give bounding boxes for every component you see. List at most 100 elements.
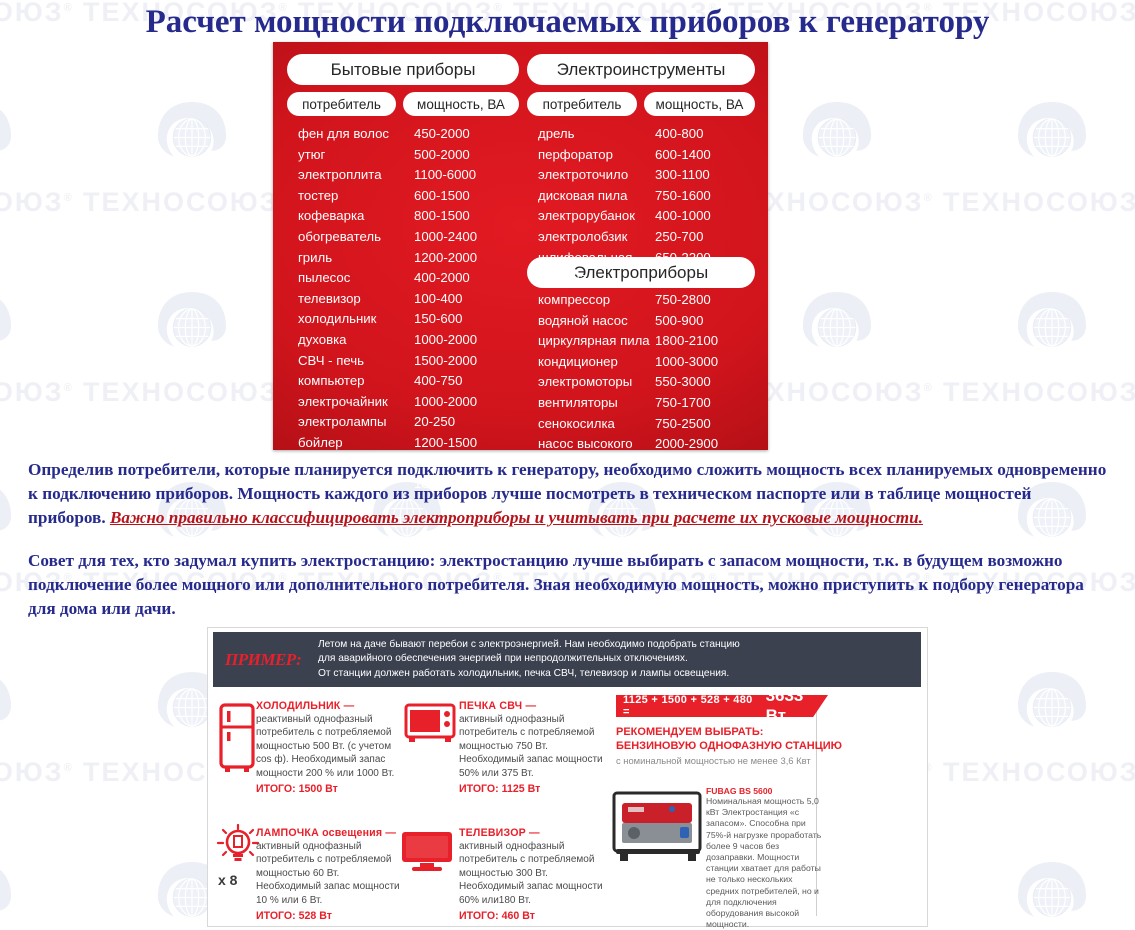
table-row-name: утюг <box>298 146 326 162</box>
table-row-name: телевизор <box>298 290 361 306</box>
table-row-name: холодильник <box>298 311 377 327</box>
table-row-power: 150-600 <box>414 311 463 327</box>
paragraph-2: Совет для тех, кто задумал купить электр… <box>28 551 1084 618</box>
table-row-name: электрочайник <box>298 393 388 409</box>
recommend-line-3: с номинальной мощностью не менее 3,6 Квт <box>616 755 811 766</box>
recommend-line-2: БЕНЗИНОВУЮ ОДНОФАЗНУЮ СТАНЦИЮ <box>616 740 843 752</box>
example-item-refrigerator: ХОЛОДИЛЬНИК — реактивный однофазный потр… <box>256 700 396 795</box>
table-header-household: Бытовые приборы <box>287 54 519 85</box>
table-row-name: вентиляторы <box>538 394 618 410</box>
item-total: ИТОГО: 528 Вт <box>256 910 332 923</box>
item-body: активный однофазный потребитель с потреб… <box>459 714 603 779</box>
table-row-power: 250-700 <box>655 228 704 244</box>
item-total: ИТОГО: 460 Вт <box>459 910 535 923</box>
table-row-power: 750-2500 <box>655 415 711 431</box>
table-row-power: 300-1100 <box>655 167 710 183</box>
table-row-power: 600-1500 <box>414 187 470 203</box>
table-row-name: стиральная машина <box>298 476 369 512</box>
item-title: ЛАМПОЧКА освещения — <box>256 827 397 839</box>
item-body: реактивный однофазный потребитель с потр… <box>256 714 395 779</box>
table-header-power-tools: Электроинструменты <box>527 54 755 85</box>
table-row-name: перфоратор <box>538 146 613 162</box>
tools-power-column: 400-800 600-1400 300-1100 750-1600 400-1000 2… <box>655 124 765 268</box>
table-header-electric-appliances: Электроприборы <box>527 257 755 288</box>
table-row-power: 650-2200 <box>655 249 711 265</box>
table-row-name: духовка <box>298 331 347 347</box>
table-row-power: 1500-2000 <box>414 352 478 368</box>
summary-result: 3633 Вт <box>765 686 804 725</box>
table-row-power: 400-1000 <box>655 208 711 224</box>
table-row-name: гриль <box>298 249 333 265</box>
table-row-name: обогреватель <box>298 228 381 244</box>
table-row-name: кофеварка <box>298 208 365 224</box>
table-row-power: 20-250 <box>414 414 456 430</box>
table-row-name: насос высокого давления <box>538 436 633 472</box>
example-item-television: ТЕЛЕВИЗОР — активный однофазный потребит… <box>459 827 605 922</box>
table-row-power: 400-750 <box>414 373 463 389</box>
example-header: ПРИМЕР: Летом на даче бывают перебои с э… <box>213 632 921 687</box>
power-table: Бытовые приборы Электроинструменты потре… <box>273 42 768 512</box>
table-row-name: электролобзик <box>538 228 628 244</box>
table-row-power: 550-3000 <box>655 374 711 390</box>
table-row-name: СВЧ - печь <box>298 352 365 368</box>
table-row-power: 450-2000 <box>414 126 470 141</box>
television-icon <box>400 830 454 874</box>
summary-banner: 1125 + 1500 + 528 + 480 = 3633 Вт <box>616 695 828 717</box>
item-total: ИТОГО: 1500 Вт <box>256 783 338 796</box>
table-row-power: 1000-2000 <box>414 393 478 409</box>
item-title: ТЕЛЕВИЗОР — <box>459 827 540 839</box>
paragraph-1-text: Определив потребители, которые планирует… <box>28 460 1107 527</box>
table-row-name: миксер <box>298 455 342 471</box>
refrigerator-icon <box>218 703 256 775</box>
tools-consumer-column: дрель перфоратор электроточило дисковая пил… <box>538 124 666 289</box>
example-item-lightbulb: ЛАМПОЧКА освещения — активный однофазный… <box>256 827 402 922</box>
table-row-power: 750-2800 <box>655 292 711 307</box>
item-title: ХОЛОДИЛЬНИК — <box>256 700 355 712</box>
table-row-power: 2000-2900 <box>655 436 719 452</box>
table-row-name: шлифовальная машина <box>538 249 633 286</box>
example-label: ПРИМЕР: <box>225 649 302 669</box>
appliances-consumer-column: компрессор водяной насос циркулярная пила к… <box>538 290 666 475</box>
table-row-name: тостер <box>298 187 339 203</box>
table-row-name: электроплита <box>298 167 382 183</box>
lightbulb-icon <box>216 824 260 870</box>
col-header-household-consumer: потребитель <box>287 92 396 116</box>
page-title: Расчет мощности подключаемых приборов к … <box>145 4 990 40</box>
table-row-power: 1200-1500 <box>414 434 478 450</box>
table-row-name: электролампы <box>298 414 387 430</box>
table-row-power: 1100-6000 <box>414 167 477 183</box>
table-row-name: электроточило <box>538 167 629 183</box>
paragraph-1: Определив потребители, которые планирует… <box>28 458 1110 530</box>
household-power-column: 450-2000 500-2000 1100-6000 600-1500 800-150… <box>414 124 524 495</box>
table-row-name: дрель <box>538 126 575 141</box>
table-row-name: циркулярная пила <box>538 333 650 349</box>
table-row-power: 750-1600 <box>655 187 711 203</box>
table-row-name: фен для волос <box>298 126 389 141</box>
table-row-power: 750-1700 <box>655 394 711 410</box>
item-body: активный однофазный потребитель с потреб… <box>459 841 603 906</box>
table-row-power: 800-1500 <box>414 208 470 224</box>
generator-photo <box>612 787 704 865</box>
table-row-name: компьютер <box>298 373 365 389</box>
table-row-name: пылесос <box>298 270 351 286</box>
example-intro: Летом на даче бывают перебои с электроэн… <box>318 638 740 682</box>
summary-equation: 1125 + 1500 + 528 + 480 = <box>623 694 753 718</box>
table-row-name: сенокосилка <box>538 415 615 431</box>
table-row-power: 400-800 <box>655 126 704 141</box>
item-body: активный однофазный потребитель с потреб… <box>256 841 400 906</box>
household-consumer-column: фен для волос утюг электроплита тостер кофев… <box>298 124 416 515</box>
table-row-name: бойлер <box>298 434 343 450</box>
table-row-name: кондиционер <box>538 353 618 369</box>
lightbulb-multiplier: x 8 <box>218 872 238 888</box>
appliances-power-column: 750-2800 500-900 1800-2100 1000-3000 550-300… <box>655 290 765 455</box>
generator-description: Номинальная мощность 5,0 кВт Электростан… <box>706 796 822 930</box>
example-item-microwave: ПЕЧКА СВЧ — активный однофазный потребит… <box>459 700 605 795</box>
table-row-power: 500-2000 <box>414 146 470 162</box>
table-row-name: электромоторы <box>538 374 633 390</box>
table-row-power: 1000-2000 <box>414 331 478 347</box>
table-row-name: водяной насос <box>538 312 628 328</box>
vertical-divider <box>816 698 817 916</box>
example-intro-line-2: для аварийного обеспечения энергией при … <box>318 653 688 665</box>
col-header-tools-consumer: потребитель <box>527 92 637 116</box>
table-row-power: 400-2000 <box>414 270 470 286</box>
